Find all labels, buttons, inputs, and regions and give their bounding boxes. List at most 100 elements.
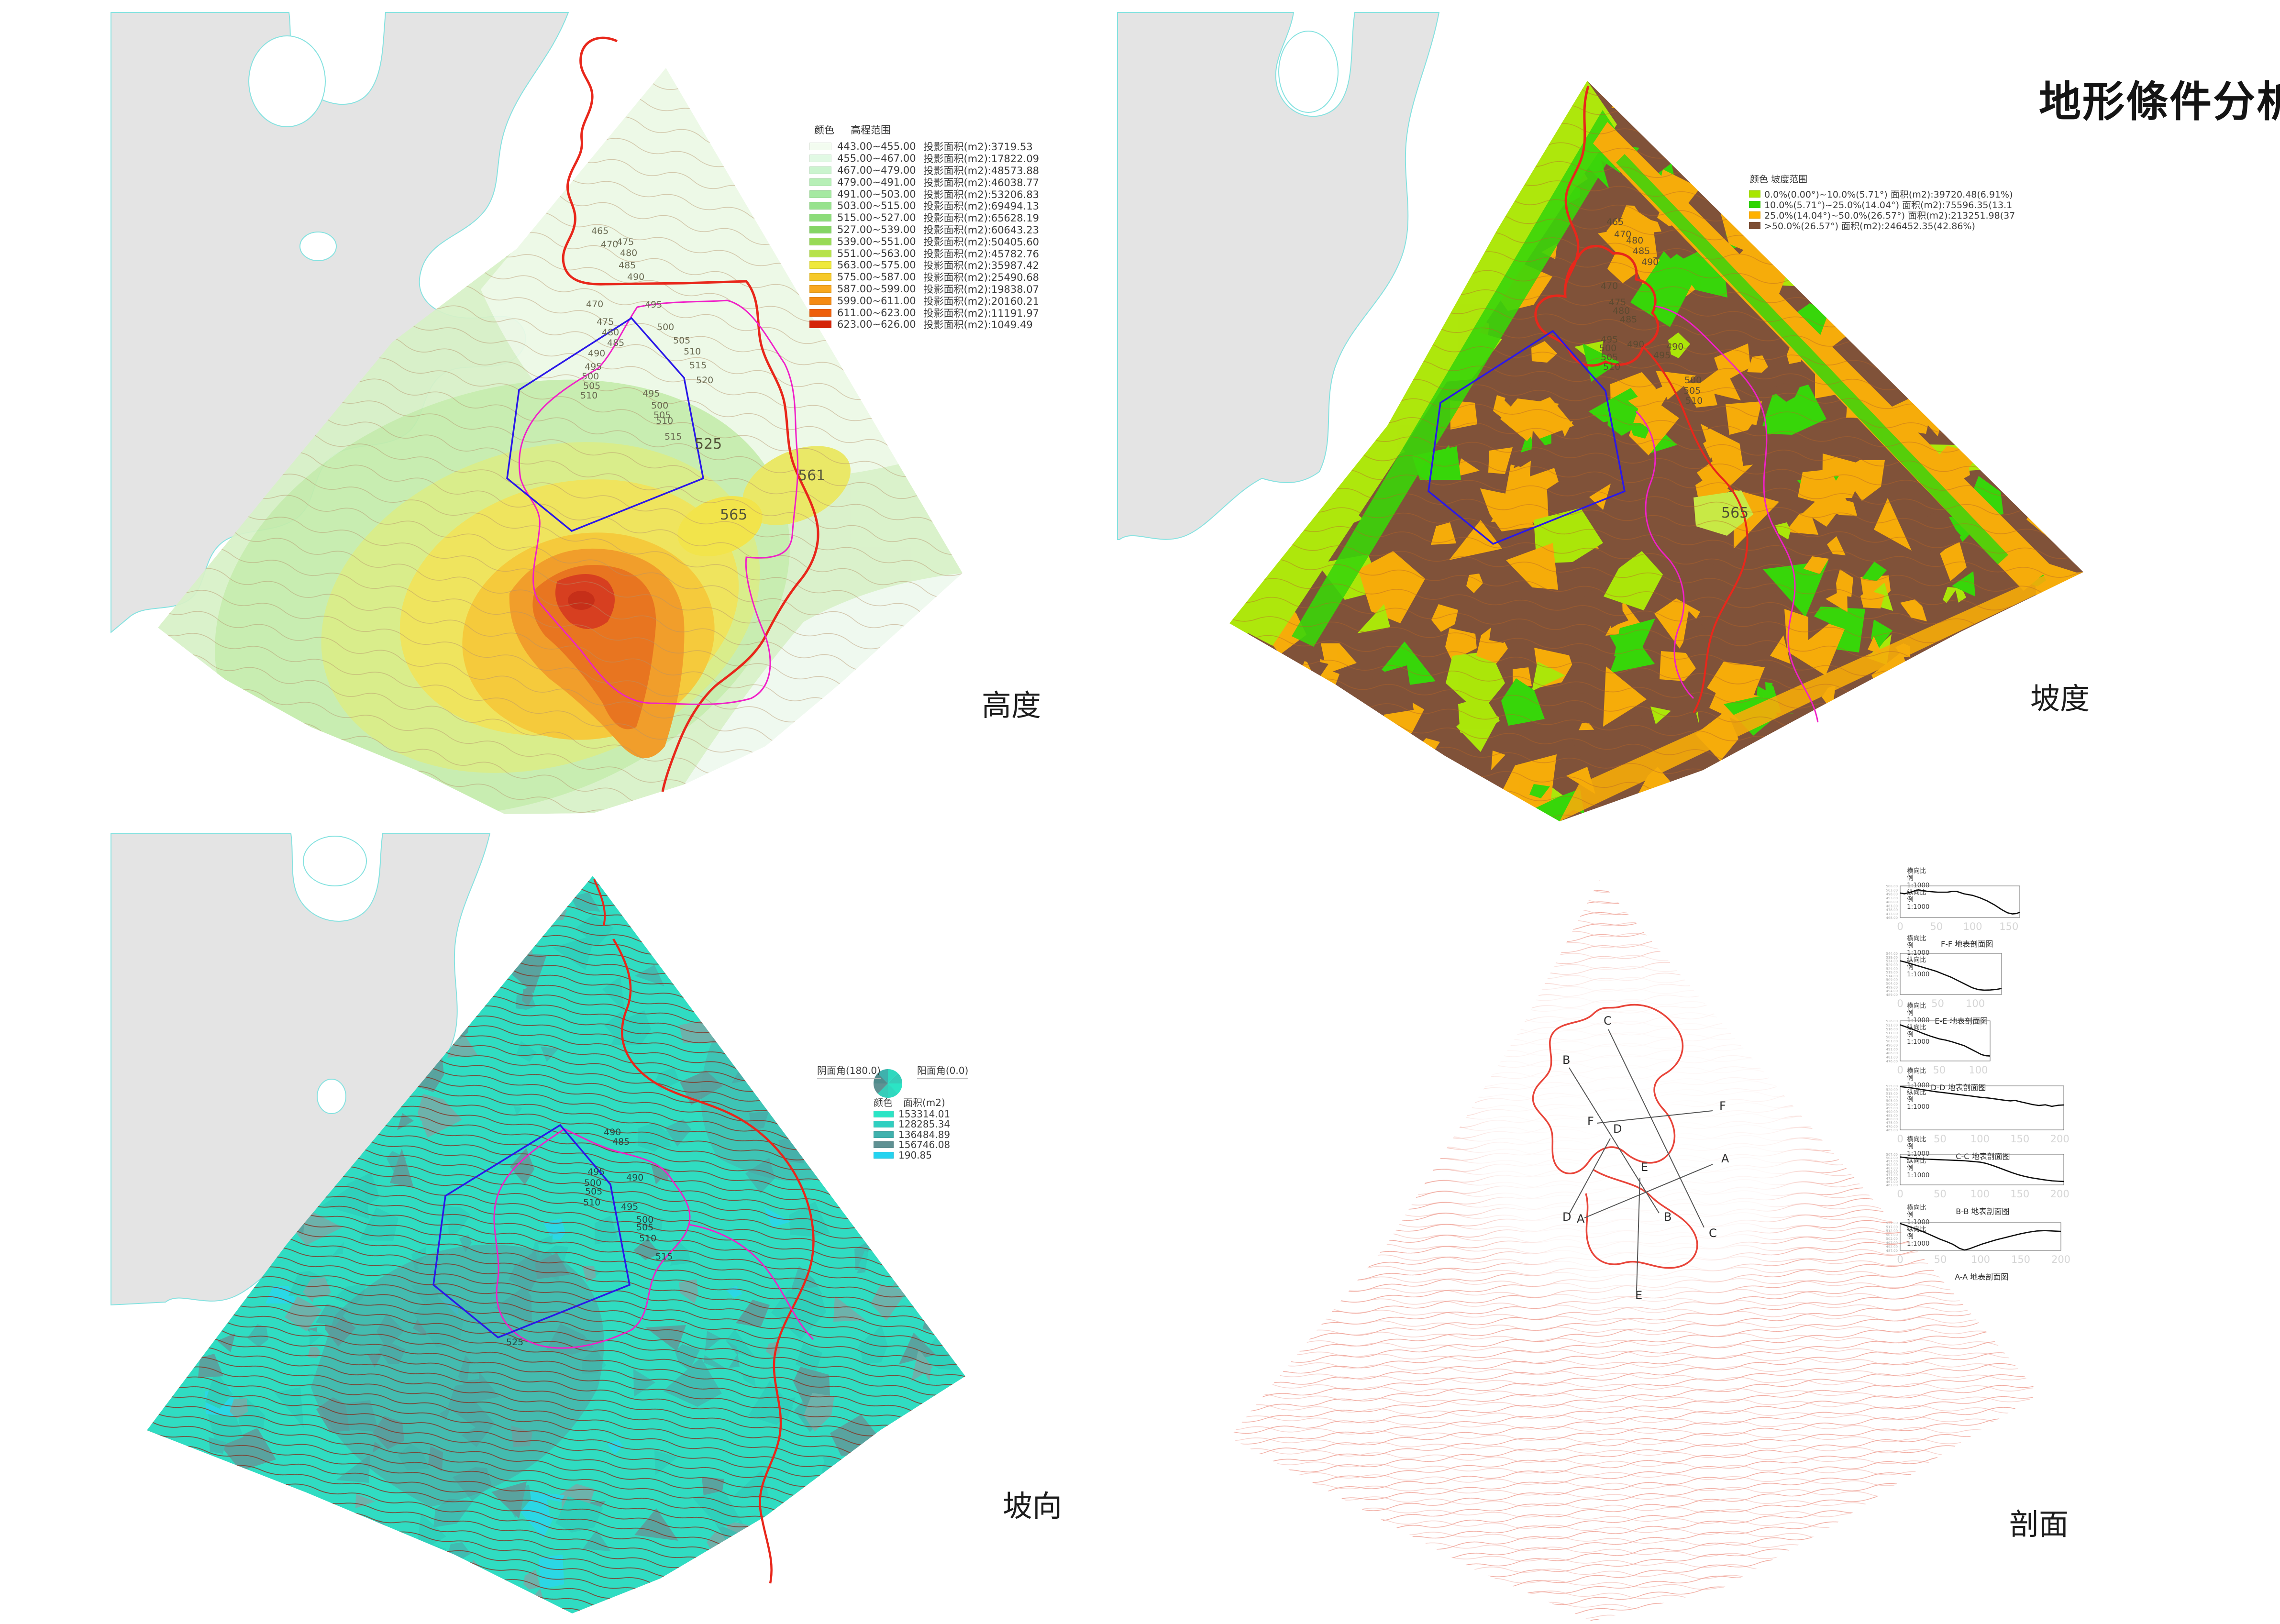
- legend-swatch: [809, 166, 831, 174]
- y-tick-label: 493.00: [1886, 896, 1898, 900]
- section-letter: C: [1709, 1226, 1717, 1240]
- y-tick-label: 477.00: [1886, 1173, 1898, 1177]
- terrain-patch: [1769, 81, 1815, 136]
- terrain-patch: [1941, 233, 1962, 265]
- pie-wedge: [874, 1073, 888, 1083]
- legend-text: 443.00~455.00: [837, 141, 916, 153]
- terrain-patch: [1977, 354, 2012, 384]
- terrain-patch: [906, 1245, 927, 1284]
- contour-label: 470: [1614, 229, 1631, 240]
- terrain-patch: [273, 1538, 292, 1556]
- magenta-boundary-2: [1635, 410, 1694, 699]
- terrain-patch: [1245, 691, 1298, 734]
- blue-site-polygon: [432, 1124, 631, 1339]
- x-tick-label: 0: [1897, 1188, 1903, 1200]
- terrain-patch: [885, 1200, 905, 1217]
- terrain-patch: [1917, 758, 1938, 789]
- terrain-patch: [1983, 743, 2023, 776]
- height-map-label: 高度: [982, 688, 1041, 723]
- legend-swatch: [1749, 211, 1760, 219]
- terrain-patch: [234, 1473, 248, 1491]
- x-tick-label: 50: [1933, 1064, 1946, 1076]
- pie-wedge: [877, 1069, 888, 1083]
- contour-label: 495: [587, 1167, 605, 1177]
- section-letter: A: [1577, 1212, 1585, 1226]
- contour-label: 465: [591, 226, 609, 236]
- y-tick-label: 516.00: [1886, 1027, 1898, 1031]
- y-tick-label: 508.00: [1886, 884, 1898, 888]
- y-tick-label: 470.00: [1886, 1125, 1898, 1128]
- h-scale-label: 横向比例1:1000: [1907, 867, 1930, 889]
- profile-plot: 507.00502.00497.00492.00487.00482.00477.…: [1886, 1153, 2070, 1200]
- aspect-overlays: [432, 879, 815, 1584]
- terrain-patch: [884, 1528, 916, 1570]
- y-tick-label: 529.00: [1886, 963, 1898, 967]
- legend-swatch: [874, 1121, 894, 1128]
- terrain-patch: [1799, 128, 1842, 172]
- terrain-patch: [860, 1599, 882, 1611]
- legend-row: 527.00~539.00 投影面积(m2):60643.23: [809, 224, 1039, 236]
- terrain-patch: [1978, 793, 2001, 821]
- terrain-patch: [1826, 143, 1839, 155]
- terrain-patch: [1325, 442, 1352, 467]
- legend-row: 623.00~626.00 投影面积(m2):1049.49: [809, 319, 1039, 331]
- contour-label: 485: [619, 260, 636, 271]
- y-tick-label: 473.00: [1886, 912, 1898, 916]
- contour-label: 500: [651, 400, 668, 411]
- x-tick-label: 100: [1970, 1188, 1990, 1200]
- terrain-patch: [1933, 152, 1959, 169]
- terrain-patch: [746, 1057, 761, 1067]
- peak-elevation-label: 561: [798, 467, 825, 484]
- contour-label: 495: [645, 299, 662, 310]
- y-tick-label: 495.00: [1886, 1106, 1898, 1110]
- terrain-patch: [1233, 505, 1275, 546]
- terrain-patch: [887, 1571, 904, 1590]
- terrain-patch: [268, 1534, 281, 1548]
- terrain-patch: [316, 1548, 351, 1586]
- peak-elevation-label: 565: [720, 507, 747, 523]
- terrain-patch: [674, 949, 692, 971]
- terrain-patch: [906, 1015, 919, 1028]
- contour-label: 465: [1606, 217, 1624, 227]
- y-tick-label: 526.00: [1886, 1019, 1898, 1023]
- legend-swatch: [809, 155, 831, 163]
- x-tick-label: 0: [1897, 1064, 1903, 1076]
- terrain-patch: [2025, 429, 2062, 464]
- terrain-patch: [923, 1510, 953, 1554]
- terrain-patch: [367, 1565, 391, 1591]
- terrain-patch: [1403, 767, 1455, 821]
- profile-title: D-D 地表剖面图: [1930, 1083, 1986, 1092]
- red-boundary-tail: [1642, 345, 1749, 714]
- terrain-patch: [862, 1460, 895, 1488]
- contour-label: 490: [1627, 339, 1644, 350]
- context-landmass: [111, 12, 569, 634]
- y-tick-label: 478.00: [1886, 908, 1898, 912]
- peak-elevation-label: 525: [695, 436, 722, 453]
- terrain-patch: [1771, 741, 1814, 795]
- terrain-patch: [2050, 234, 2073, 269]
- terrain-patch: [825, 1569, 854, 1603]
- magenta-boundary-2: [688, 1224, 814, 1340]
- profile-scale-labels: 横向比例1:1000 纵向比例1:1000: [1907, 1068, 1930, 1111]
- terrain-patch: [906, 956, 930, 977]
- terrain-patch: [826, 1511, 860, 1538]
- profile-plot: 508.00503.00498.00493.00488.00483.00478.…: [1886, 884, 2020, 932]
- slope-legend-col-range: 坡度范围: [1771, 174, 1808, 185]
- legend-row: 0.0%(0.00°)~10.0%(5.71°) 面积(m2):39720.48…: [1749, 188, 2015, 200]
- legend-text: 投影面积(m2):3719.53: [923, 141, 1033, 153]
- profile-title: A-A 地表剖面图: [1955, 1272, 2009, 1282]
- terrain-patch: [838, 963, 876, 999]
- legend-row: 156746.08: [874, 1139, 968, 1150]
- terrain-patch: [193, 1513, 221, 1538]
- terrain-patch: [880, 1580, 927, 1613]
- x-tick-label: 200: [2050, 1133, 2070, 1145]
- terrain-patch: [1902, 269, 1921, 286]
- terrain-patch: [1871, 81, 1925, 106]
- contour-label: 500: [636, 1215, 653, 1225]
- contour-label: 495: [1653, 350, 1671, 361]
- legend-swatch: [809, 143, 831, 151]
- terrain-patch: [803, 1572, 820, 1592]
